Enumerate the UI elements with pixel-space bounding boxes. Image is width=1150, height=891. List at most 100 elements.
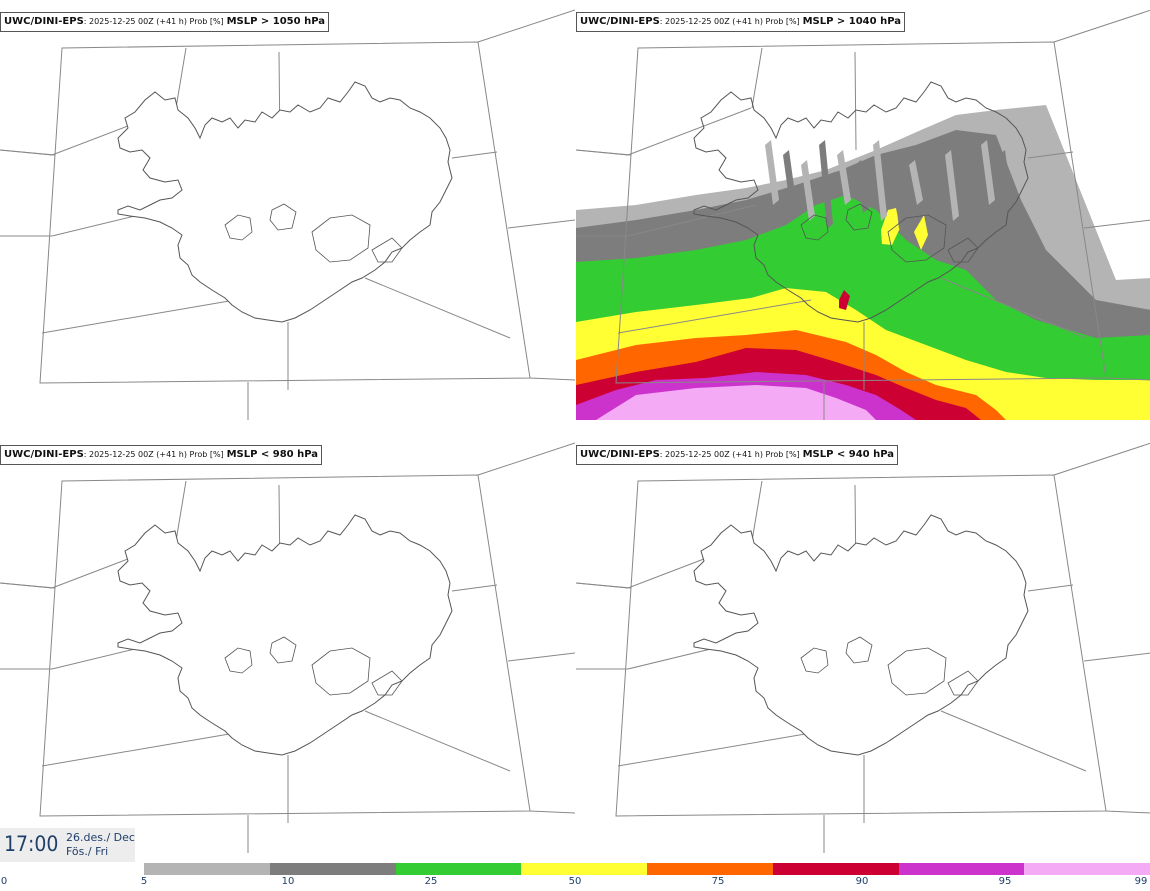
colorbar-segment xyxy=(269,863,396,875)
iceland-coastline xyxy=(693,81,1029,323)
grid-line xyxy=(1053,442,1150,476)
probability-streak xyxy=(963,160,977,229)
colorbar-segment xyxy=(521,863,647,875)
probability-streak xyxy=(801,160,815,221)
valid-date: 26.des./ Dec xyxy=(66,831,135,844)
glacier-outline xyxy=(311,214,371,263)
map-panel-mslp-lt-940: UWC/DINI-EPS: 2025-12-25 00Z (+41 h) Pro… xyxy=(576,433,1150,853)
grid-line xyxy=(0,582,56,589)
probability-field xyxy=(576,105,1150,420)
probability-streak xyxy=(981,140,995,205)
colorbar-segment xyxy=(395,863,522,875)
glacier-outline xyxy=(269,203,297,231)
grid-line xyxy=(627,204,757,237)
map-canvas xyxy=(0,442,575,853)
probability-streak xyxy=(909,160,923,205)
glacier-outline xyxy=(887,647,947,696)
grid-line xyxy=(507,652,575,662)
iceland-coastline xyxy=(693,514,1029,756)
grid-line xyxy=(364,710,511,772)
grid-line xyxy=(617,732,812,767)
panel-title: UWC/DINI-EPS: 2025-12-25 00Z (+41 h) Pro… xyxy=(576,12,905,32)
grid-line xyxy=(0,149,56,156)
grid-line xyxy=(617,299,812,334)
grid-line xyxy=(41,299,236,334)
colorbar-tick: 75 xyxy=(711,876,725,887)
lat-lon-grid xyxy=(0,9,575,420)
glacier-outline xyxy=(269,636,297,664)
grid-line xyxy=(477,442,575,476)
grid-line xyxy=(1105,377,1150,381)
colorbar-segment xyxy=(647,863,773,875)
probability-streak xyxy=(855,160,869,213)
iceland-coastline xyxy=(117,81,453,323)
grid-line xyxy=(175,480,187,542)
grid-line xyxy=(529,377,575,381)
colorbar-segment xyxy=(898,863,1025,875)
colorbar-tick: 5 xyxy=(140,876,148,887)
panel-title: UWC/DINI-EPS: 2025-12-25 00Z (+41 h) Pro… xyxy=(0,12,329,32)
grid-line xyxy=(41,732,236,767)
grid-line xyxy=(451,584,498,592)
probability-area xyxy=(766,236,782,250)
colorbar-tick: 10 xyxy=(281,876,295,887)
probability-streak xyxy=(891,150,905,229)
grid-line xyxy=(1027,584,1074,592)
map-canvas xyxy=(0,9,575,420)
valid-day: Fös./ Fri xyxy=(66,845,109,858)
probability-streak xyxy=(873,140,887,221)
map-panel-mslp-gt-1050: UWC/DINI-EPS: 2025-12-25 00Z (+41 h) Pro… xyxy=(0,0,575,420)
grid-line xyxy=(576,582,632,589)
grid-line xyxy=(576,149,632,156)
probability-area xyxy=(839,290,850,310)
glacier-outline xyxy=(371,237,403,263)
probability-area xyxy=(914,215,928,250)
grid-line xyxy=(627,107,752,156)
glacier-outline xyxy=(311,647,371,696)
probability-streak xyxy=(999,150,1013,213)
colorbar-tick: 25 xyxy=(424,876,438,887)
probability-area xyxy=(881,208,900,245)
glacier-outline xyxy=(371,670,403,696)
valid-time-box: 17:00 26.des./ Dec Fös./ Fri xyxy=(0,828,135,862)
colorbar-tick: 95 xyxy=(998,876,1012,887)
probability-streak xyxy=(837,150,851,205)
probability-colorbar xyxy=(144,863,1150,875)
map-canvas xyxy=(576,9,1150,420)
glacier-outline xyxy=(887,214,947,263)
grid-line xyxy=(854,51,857,151)
colorbar-tick: 99 xyxy=(1134,876,1148,887)
colorbar-tick: 50 xyxy=(568,876,582,887)
map-panel-mslp-lt-980: UWC/DINI-EPS: 2025-12-25 00Z (+41 h) Pro… xyxy=(0,433,575,853)
grid-line xyxy=(1027,151,1074,159)
colorbar-tick: 90 xyxy=(855,876,869,887)
glacier-outline xyxy=(845,636,873,664)
glacier-outline xyxy=(947,237,979,263)
grid-line xyxy=(529,810,575,814)
probability-streak xyxy=(945,150,959,221)
glacier-outline xyxy=(947,670,979,696)
glacier-outline xyxy=(800,214,829,241)
probability-streak xyxy=(783,150,797,213)
glacier-outline xyxy=(224,214,253,241)
valid-hour: 17:00 xyxy=(4,832,59,856)
grid-line xyxy=(1105,810,1150,814)
grid-line xyxy=(751,480,763,542)
glacier-outline xyxy=(845,203,873,231)
grid-line xyxy=(451,151,498,159)
grid-line xyxy=(364,277,511,339)
probability-area xyxy=(596,385,876,420)
panel-title: UWC/DINI-EPS: 2025-12-25 00Z (+41 h) Pro… xyxy=(0,445,323,465)
grid-line xyxy=(477,9,575,43)
map-panel-mslp-gt-1040: UWC/DINI-EPS: 2025-12-25 00Z (+41 h) Pro… xyxy=(576,0,1150,420)
colorbar-segment xyxy=(772,863,899,875)
panel-title: UWC/DINI-EPS: 2025-12-25 00Z (+41 h) Pro… xyxy=(576,445,899,465)
glacier-outline xyxy=(800,647,829,674)
probability-streak xyxy=(765,140,779,205)
colorbar-segment xyxy=(1024,863,1150,875)
probability-streak xyxy=(819,140,833,229)
probability-streak xyxy=(927,140,941,213)
glacier-outline xyxy=(224,647,253,674)
grid-line xyxy=(175,47,187,109)
lat-lon-grid xyxy=(576,9,1150,420)
